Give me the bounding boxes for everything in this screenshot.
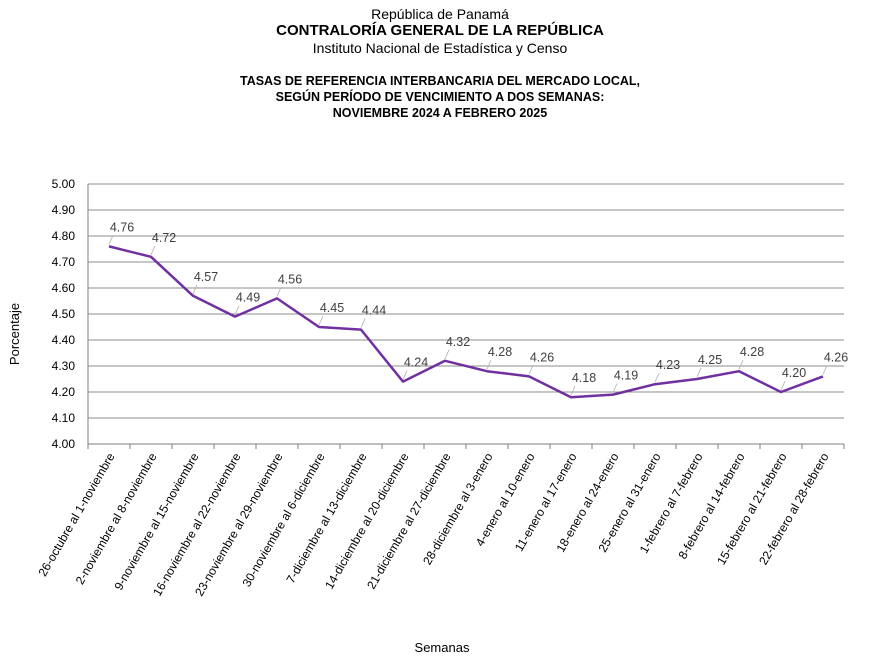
data-label-leader	[654, 373, 660, 383]
data-label: 4.72	[152, 231, 176, 245]
data-label: 4.57	[194, 270, 218, 284]
data-label: 4.18	[572, 371, 596, 385]
data-label: 4.26	[824, 350, 848, 364]
x-tick-label: 9-noviembre al 15-noviembre	[111, 450, 201, 592]
data-label-leader	[402, 370, 408, 380]
chart-title-line-2: SEGÚN PERÍODO DE VENCIMIENTO A DOS SEMAN…	[275, 90, 605, 104]
data-label-leader	[444, 349, 450, 359]
data-label: 4.44	[362, 304, 386, 318]
data-label: 4.49	[236, 291, 260, 305]
data-label-leader	[108, 235, 114, 245]
y-tick-label: 4.70	[52, 255, 76, 269]
y-tick-label: 4.60	[52, 281, 76, 295]
chart-title-line-3: NOVIEMBRE 2024 A FEBRERO 2025	[332, 106, 548, 120]
data-label-leader	[486, 360, 492, 370]
y-tick-label: 4.90	[52, 203, 76, 217]
y-tick-label: 4.30	[52, 359, 76, 373]
x-tick-label: 2-noviembre al 8-noviembre	[73, 450, 160, 587]
data-label: 4.28	[740, 345, 764, 359]
y-tick-label: 4.00	[52, 437, 76, 451]
header-institution: CONTRALORÍA GENERAL DE LA REPÚBLICA	[276, 22, 604, 39]
y-tick-label: 5.00	[52, 177, 76, 191]
series-line	[108, 245, 824, 399]
y-axis-title: Porcentaje	[7, 303, 22, 365]
data-label-leader	[570, 386, 576, 396]
data-label: 4.76	[110, 220, 134, 234]
data-label: 4.24	[404, 356, 428, 370]
data-label-leader	[234, 305, 240, 315]
x-tick-label: 21-diciembre al 27-diciembre	[364, 450, 454, 591]
data-label-leader	[780, 380, 786, 391]
y-tick-label: 4.10	[52, 411, 76, 425]
x-tick-label: 7-diciembre al 13-diciembre	[283, 450, 369, 586]
data-label: 4.56	[278, 272, 302, 286]
data-label: 4.19	[614, 369, 638, 383]
data-label-leader	[150, 245, 156, 255]
y-tick-label: 4.50	[52, 307, 76, 321]
data-label-leader	[360, 318, 366, 328]
data-label: 4.25	[698, 353, 722, 367]
chart-title-line-1: TASAS DE REFERENCIA INTERBANCARIA DEL ME…	[239, 74, 640, 88]
x-axis-title: Semanas	[415, 640, 470, 655]
header-country: República de Panamá	[371, 6, 509, 22]
x-tick-label: 30-noviembre al 6-diciembre	[239, 450, 327, 589]
y-tick-label: 4.40	[52, 333, 76, 347]
data-label-leader	[738, 360, 744, 370]
data-label-leader	[696, 367, 702, 378]
x-tick-label: 26-octubre al 1-noviembre	[35, 450, 117, 579]
data-label: 4.26	[530, 350, 554, 364]
y-tick-label: 4.20	[52, 385, 76, 399]
data-label: 4.45	[320, 301, 344, 315]
data-label: 4.20	[782, 366, 806, 380]
x-tick-label: 14-diciembre al 20-diciembre	[322, 450, 412, 591]
data-label: 4.23	[656, 358, 680, 372]
data-label-leader	[822, 365, 828, 375]
data-label: 4.32	[446, 335, 470, 349]
y-tick-label: 4.80	[52, 229, 76, 243]
data-label-leader	[612, 383, 618, 393]
data-label-leader	[192, 284, 198, 294]
data-label: 4.28	[488, 345, 512, 359]
data-label-leader	[528, 365, 534, 375]
data-label-leader	[276, 287, 282, 297]
header-institute: Instituto Nacional de Estadística y Cens…	[312, 40, 568, 56]
data-label-leader	[318, 315, 324, 326]
